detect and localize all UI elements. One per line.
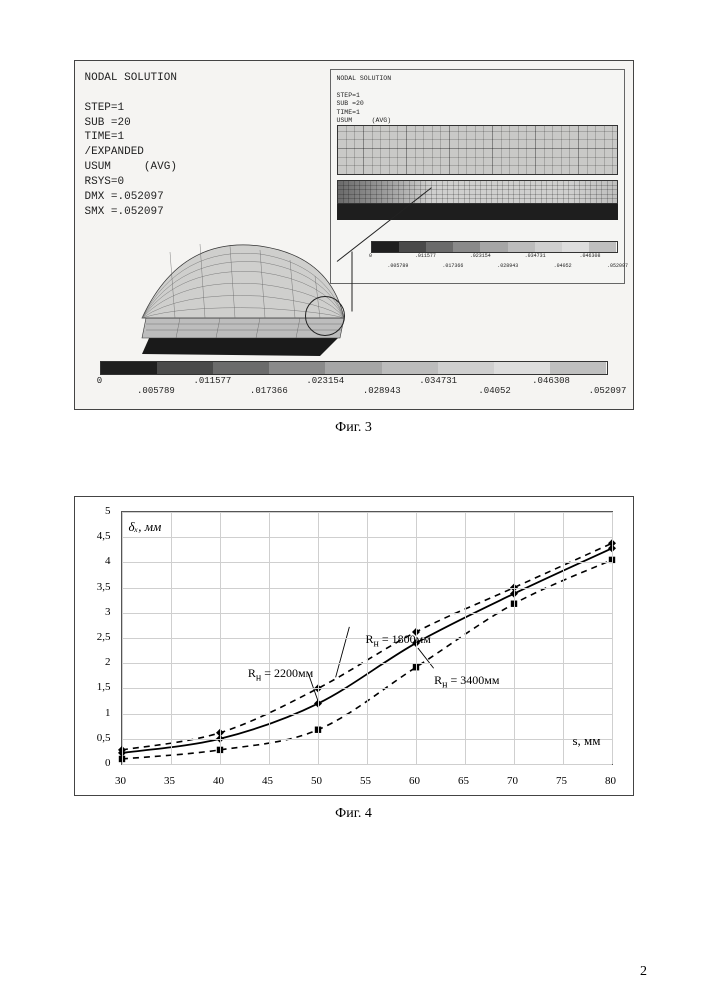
- fig3-main-header: NODAL SOLUTION STEP=1 SUB =20 TIME=1 /EX…: [85, 71, 177, 219]
- fig4-ytick: 0,5: [75, 732, 115, 744]
- fig4-ytick: 0: [75, 757, 115, 769]
- fig4-xtick: 75: [556, 775, 567, 787]
- fig4-ytick: 1: [75, 707, 115, 719]
- fig4-xtick: 60: [409, 775, 420, 787]
- fig4-ytick: 3: [75, 606, 115, 618]
- fig3-inset-mesh: [337, 125, 618, 220]
- fig4-annotation: Rн = 1800мм: [366, 632, 431, 649]
- fig4-xtick: 40: [213, 775, 224, 787]
- fig4-xtick: 30: [115, 775, 126, 787]
- fig4-xtick: 80: [605, 775, 616, 787]
- callout-leader: [351, 252, 352, 312]
- fig4-annotation: Rн = 2200мм: [248, 666, 313, 683]
- fig4-ytick: 1,5: [75, 681, 115, 693]
- fig4-ytick: 4,5: [75, 530, 115, 542]
- fig3-inset-colorbar: 0.005789.011577.017366.023154.028943.034…: [371, 241, 618, 277]
- fig4-ytick: 3,5: [75, 581, 115, 593]
- fig4-annotation: Rн = 3400мм: [434, 673, 499, 690]
- fig3-colorbar: 0.005789.011577.017366.023154.028943.034…: [100, 361, 608, 401]
- fig4-xtick: 55: [360, 775, 371, 787]
- fig4-panel: δₓ, мм s, мм 303540455055606570758000,51…: [74, 496, 634, 796]
- fig4-caption: Фиг. 4: [50, 806, 657, 822]
- fig4-xlabel: s, мм: [572, 733, 600, 749]
- fig4-ylabel: δₓ, мм: [129, 519, 162, 535]
- fig3-main-mesh: [120, 226, 390, 366]
- fig4-xtick: 50: [311, 775, 322, 787]
- fig4-xtick: 65: [458, 775, 469, 787]
- fig4-xtick: 35: [164, 775, 175, 787]
- page-number: 2: [640, 964, 647, 980]
- fig4-xtick: 70: [507, 775, 518, 787]
- callout-circle-icon: [305, 296, 345, 336]
- fig4-ytick: 4: [75, 555, 115, 567]
- fig4-ytick: 2: [75, 656, 115, 668]
- fig4-ytick: 2,5: [75, 631, 115, 643]
- fig3-panel: NODAL SOLUTION STEP=1 SUB =20 TIME=1 /EX…: [74, 60, 634, 410]
- fig3-caption: Фиг. 3: [50, 420, 657, 436]
- fig4-ytick: 5: [75, 505, 115, 517]
- fig4-xtick: 45: [262, 775, 273, 787]
